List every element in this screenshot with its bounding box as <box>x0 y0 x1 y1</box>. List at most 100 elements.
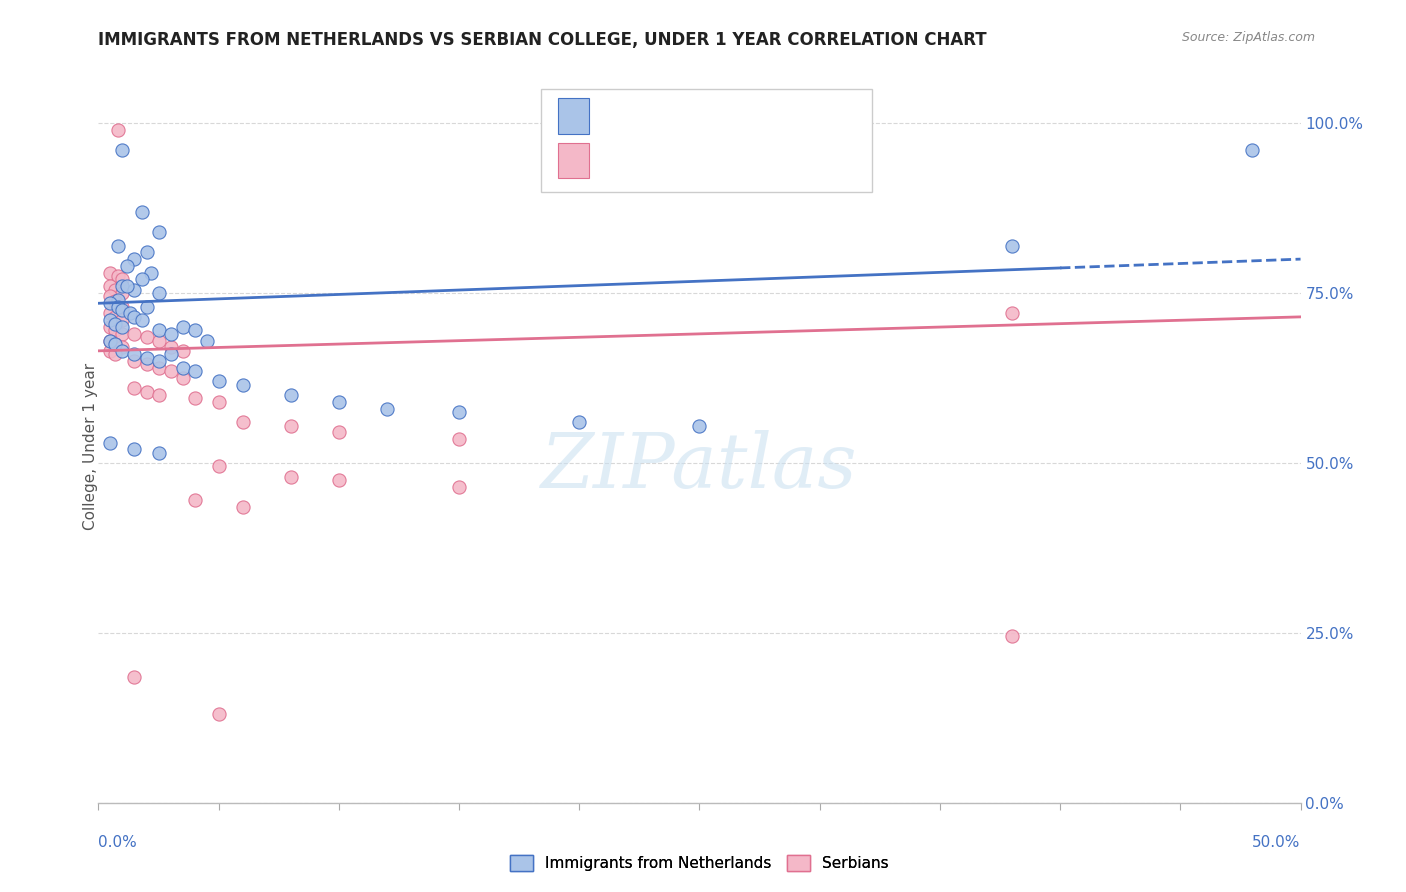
Point <box>148 323 170 337</box>
Legend: Immigrants from Netherlands, Serbians: Immigrants from Netherlands, Serbians <box>505 849 894 877</box>
Point <box>208 394 231 409</box>
Text: N =: N = <box>720 107 759 125</box>
Point <box>172 320 194 334</box>
Point <box>328 425 350 440</box>
Point <box>111 343 134 358</box>
Point <box>107 293 129 307</box>
Point <box>135 330 157 344</box>
Point <box>232 377 254 392</box>
Y-axis label: College, Under 1 year: College, Under 1 year <box>83 362 97 530</box>
Point <box>111 303 134 318</box>
Point <box>172 343 194 358</box>
Point <box>183 392 205 406</box>
Point <box>100 343 122 358</box>
Point <box>1001 306 1024 320</box>
Point <box>172 371 194 385</box>
Point <box>111 272 134 286</box>
Text: 50.0%: 50.0% <box>1253 836 1301 850</box>
Point <box>124 442 146 457</box>
Point <box>124 326 146 341</box>
Point <box>124 670 146 684</box>
Text: 0.0%: 0.0% <box>98 836 138 850</box>
Point <box>183 364 205 378</box>
Point <box>280 469 302 483</box>
Text: N =: N = <box>720 152 759 169</box>
Point <box>111 326 134 341</box>
Text: 50: 50 <box>762 152 787 169</box>
Point <box>159 326 181 341</box>
Point <box>100 289 122 303</box>
Point <box>111 320 134 334</box>
Point <box>135 358 157 372</box>
Text: R =: R = <box>600 107 640 125</box>
Text: 0.048: 0.048 <box>645 152 703 169</box>
Point <box>148 225 170 239</box>
Text: R =: R = <box>600 152 640 169</box>
Point <box>111 144 134 158</box>
Point <box>148 354 170 368</box>
Point <box>447 432 470 446</box>
Point <box>124 347 146 361</box>
Point <box>111 279 134 293</box>
Point <box>124 354 146 368</box>
Point <box>141 266 163 280</box>
Point <box>131 272 153 286</box>
Point <box>1001 629 1024 643</box>
Point <box>100 313 122 327</box>
Point <box>100 334 122 348</box>
Text: ZIPatlas: ZIPatlas <box>541 431 858 504</box>
Point <box>195 334 218 348</box>
Point <box>104 347 127 361</box>
Point <box>159 341 181 355</box>
Point <box>100 279 122 293</box>
Point <box>280 388 302 402</box>
Point <box>124 310 146 324</box>
Text: IMMIGRANTS FROM NETHERLANDS VS SERBIAN COLLEGE, UNDER 1 YEAR CORRELATION CHART: IMMIGRANTS FROM NETHERLANDS VS SERBIAN C… <box>98 31 987 49</box>
Point <box>232 415 254 429</box>
Point <box>208 375 231 389</box>
Point <box>148 334 170 348</box>
Point <box>208 707 231 722</box>
Point <box>135 300 157 314</box>
Point <box>124 283 146 297</box>
Point <box>135 384 157 399</box>
Point <box>111 313 134 327</box>
Point <box>124 381 146 395</box>
Text: 51: 51 <box>762 107 787 125</box>
Point <box>183 323 205 337</box>
Point <box>100 435 122 450</box>
Point <box>232 500 254 515</box>
Point <box>159 364 181 378</box>
Point <box>104 294 127 309</box>
Point <box>148 360 170 375</box>
Point <box>107 238 129 252</box>
Point <box>280 418 302 433</box>
Point <box>118 306 141 320</box>
Point <box>568 415 591 429</box>
Point <box>100 306 122 320</box>
Point <box>131 204 153 219</box>
Point <box>1001 238 1024 252</box>
Point <box>159 347 181 361</box>
Point <box>208 459 231 474</box>
Point <box>447 405 470 419</box>
Point <box>148 286 170 301</box>
Point <box>1241 144 1264 158</box>
Point <box>135 245 157 260</box>
Point <box>104 283 127 297</box>
Point <box>183 493 205 508</box>
Point <box>131 313 153 327</box>
Point <box>447 480 470 494</box>
Point <box>104 337 127 351</box>
Point <box>104 337 127 351</box>
Text: Source: ZipAtlas.com: Source: ZipAtlas.com <box>1181 31 1315 45</box>
Point <box>107 269 129 284</box>
Point <box>111 341 134 355</box>
Text: 0.057: 0.057 <box>645 107 702 125</box>
Point <box>107 300 129 314</box>
Point <box>328 394 350 409</box>
Point <box>172 360 194 375</box>
Point <box>111 300 134 314</box>
Point <box>104 310 127 324</box>
Point <box>135 351 157 365</box>
